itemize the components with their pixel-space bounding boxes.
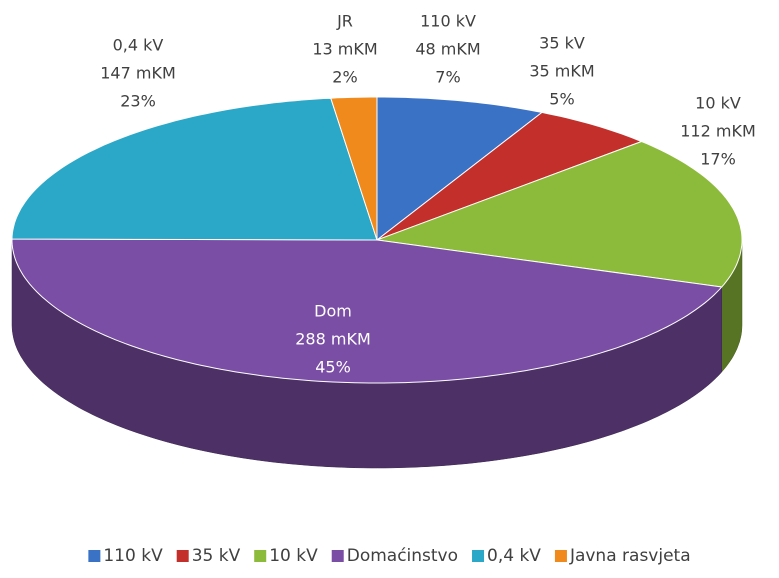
- data-label-percent: 23%: [120, 92, 156, 111]
- data-label-name: 110 kV: [420, 12, 476, 31]
- data-label-value: 48 mKM: [415, 40, 480, 59]
- legend-label: Javna rasvjeta: [569, 546, 691, 566]
- data-label-value: 13 mKM: [312, 40, 377, 59]
- slice: [376, 96, 544, 242]
- slice: [376, 111, 643, 241]
- data-label-percent: 17%: [700, 150, 736, 169]
- data-label-percent: 7%: [435, 68, 460, 87]
- data-label-percent: 5%: [549, 90, 574, 109]
- legend-swatch: [88, 550, 101, 562]
- data-label-value: 112 mKM: [680, 122, 756, 141]
- data-label-percent: 45%: [315, 358, 351, 377]
- slice: [11, 97, 378, 241]
- data-label-value: 35 mKM: [529, 62, 594, 81]
- legend: 110 kV 35 kV 10 kV Domaćinstvo 0,4 kV Javna r…: [88, 546, 691, 566]
- data-label-name: JR: [336, 12, 353, 31]
- data-label-name: 0,4 kV: [113, 36, 164, 55]
- slice: [11, 238, 723, 384]
- legend-label: 0,4 kV: [487, 546, 541, 566]
- data-label-name: 35 kV: [539, 34, 585, 53]
- data-label-name: 10 kV: [695, 94, 741, 113]
- legend-swatch: [472, 550, 485, 562]
- legend-swatch: [331, 550, 344, 562]
- legend-label: 35 kV: [192, 546, 241, 566]
- legend-label: Domaćinstvo: [347, 546, 458, 566]
- legend-swatch: [554, 550, 567, 562]
- data-label-value: 147 mKM: [100, 64, 176, 83]
- legend-label: 110 kV: [103, 546, 163, 566]
- data-label-name: Dom: [314, 302, 352, 321]
- legend-swatch: [254, 550, 267, 562]
- data-label-percent: 2%: [332, 68, 357, 87]
- slice: [376, 140, 743, 288]
- legend-swatch: [176, 550, 189, 562]
- data-label-value: 288 mKM: [295, 330, 371, 349]
- slice: [330, 96, 378, 241]
- legend-label: 10 kV: [269, 546, 318, 566]
